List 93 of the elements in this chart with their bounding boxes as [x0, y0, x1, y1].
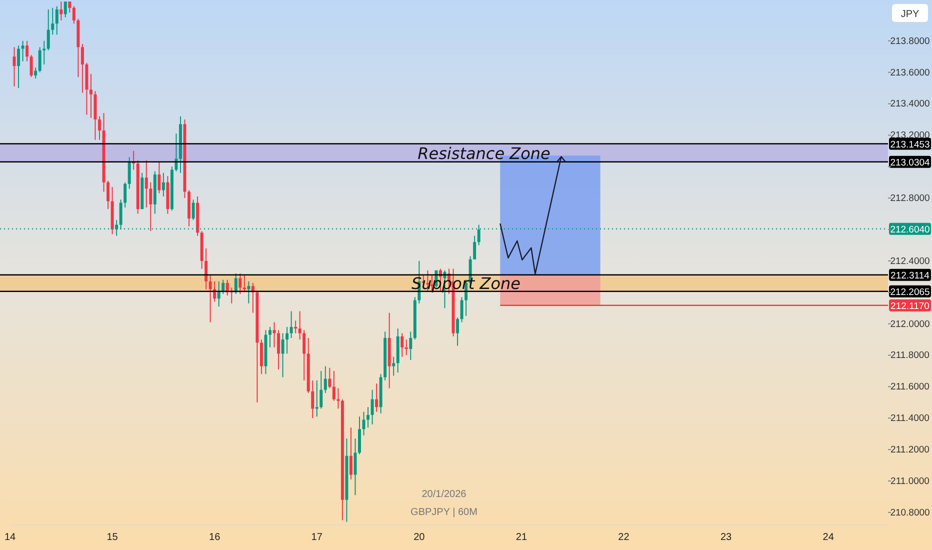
- x-tick-label: 14: [4, 532, 16, 543]
- candlestick: [456, 317, 460, 346]
- candlestick: [51, 7, 54, 36]
- candlestick: [204, 248, 208, 290]
- candlestick: [42, 40, 46, 65]
- candlestick: [72, 6, 76, 24]
- candlestick: [80, 44, 84, 94]
- candlestick: [409, 331, 412, 360]
- candlestick: [55, 6, 58, 36]
- candlestick: [46, 8, 50, 51]
- candlestick: [17, 45, 20, 89]
- candlestick: [392, 356, 396, 376]
- candlestick: [106, 180, 110, 210]
- x-tick-label: 16: [209, 532, 221, 543]
- y-tick-label: 212.4000: [890, 256, 930, 267]
- y-tick-label: 211.6000: [890, 382, 930, 393]
- y-tick-label: 211.4000: [890, 413, 930, 424]
- candlestick: [208, 274, 212, 323]
- candlestick: [222, 279, 225, 294]
- band-label: Resistance Zone: [418, 144, 551, 163]
- candlestick: [68, 1, 72, 14]
- candlestick: [354, 438, 357, 496]
- candlestick: [238, 273, 242, 294]
- candlestick: [21, 40, 24, 62]
- ref-line-label: 212.2065: [890, 286, 930, 298]
- candlestick: [260, 339, 263, 375]
- candlestick: [12, 46, 16, 87]
- x-tick-label: 20: [414, 532, 426, 543]
- y-tick-label: 211.8000: [890, 350, 930, 362]
- candlestick: [370, 389, 374, 425]
- candlestick: [162, 172, 165, 197]
- candlestick: [328, 367, 332, 389]
- candlestick: [302, 330, 306, 381]
- y-tick-label: 210.8000: [890, 507, 930, 518]
- candlestick: [234, 273, 238, 294]
- ref-line-label: 213.1453: [890, 139, 930, 150]
- candlestick: [404, 339, 408, 356]
- candlestick: [268, 326, 272, 348]
- x-tick-label: 22: [618, 532, 630, 543]
- ref-line-label: 213.0304: [890, 157, 930, 168]
- candlestick: [144, 160, 148, 208]
- candlestick: [290, 310, 293, 338]
- candlestick: [242, 274, 246, 293]
- x-tick-label: 24: [822, 532, 834, 543]
- candlestick: [460, 296, 464, 323]
- candlestick: [366, 406, 370, 428]
- y-tick-label: 212.8000: [890, 193, 930, 204]
- candlestick: [98, 116, 101, 140]
- annotation: GBPJPY | 60M: [410, 507, 478, 518]
- candlestick: [26, 40, 29, 62]
- candlestick: [30, 54, 33, 78]
- y-tick-label: 213.4000: [890, 98, 930, 110]
- candlestick: [281, 332, 284, 378]
- ref-line-label: 212.1170: [890, 300, 930, 312]
- y-tick-label: 211.0000: [890, 476, 930, 487]
- y-tick-label: 212.0000: [890, 318, 930, 330]
- candlestick: [473, 235, 476, 260]
- candlestick: [38, 46, 42, 73]
- candlestick: [128, 156, 131, 190]
- y-tick-label: 213.6000: [890, 67, 930, 78]
- candlestick: [332, 370, 336, 402]
- annotation: 20/1/2026: [422, 489, 467, 500]
- candlestick: [149, 182, 152, 232]
- x-tick-label: 15: [106, 532, 118, 543]
- candlestick: [247, 280, 250, 304]
- x-tick-label: 21: [516, 532, 528, 543]
- x-tick-label: 23: [720, 532, 732, 543]
- ref-line-label: 212.3114: [890, 270, 930, 282]
- candlestick: [277, 330, 280, 370]
- candlestick: [336, 388, 340, 410]
- candlestick: [320, 370, 323, 410]
- candlestick: [89, 73, 92, 118]
- candlestick: [311, 380, 314, 419]
- candlestick: [34, 67, 38, 80]
- candlestick: [324, 366, 327, 394]
- candlestick: [60, 1, 63, 21]
- candlestick: [400, 332, 404, 358]
- y-tick-label: 213.8000: [890, 36, 930, 47]
- candlestick: [286, 326, 289, 354]
- x-tick-label: 17: [311, 532, 323, 543]
- y-axis-title: JPY: [900, 9, 920, 20]
- candlestick: [192, 199, 195, 221]
- candlestick: [358, 416, 361, 455]
- ref-line-label: 212.6040: [890, 224, 930, 236]
- candlestick: [158, 161, 161, 194]
- candlestick: [315, 380, 318, 418]
- candlestick: [64, 1, 67, 18]
- candlestick: [298, 310, 302, 340]
- candlestick: [375, 383, 378, 412]
- candlestick: [294, 320, 298, 334]
- candlestick: [124, 182, 127, 208]
- y-tick-label: 211.2000: [890, 444, 930, 456]
- candlestick: [349, 427, 352, 480]
